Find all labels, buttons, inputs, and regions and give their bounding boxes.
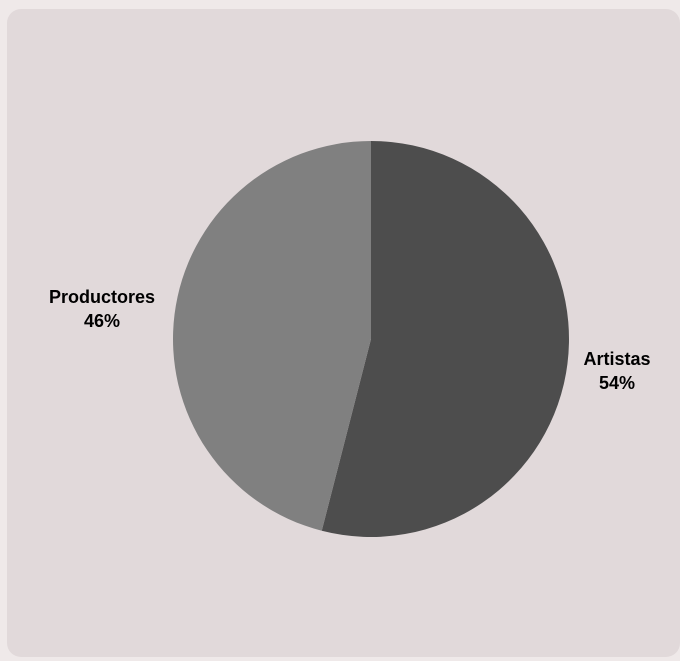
- slice-label-productores-name: Productores: [49, 287, 155, 307]
- pie-labels: Artistas 54% Productores 46%: [49, 287, 651, 393]
- pie-slices: [172, 141, 569, 537]
- slice-label-artistas-value: 54%: [599, 373, 635, 393]
- slice-label-productores-value: 46%: [84, 311, 120, 331]
- pie-slice-productores: [172, 141, 371, 531]
- pie-slice-artistas: [321, 141, 569, 537]
- slice-label-artistas-name: Artistas: [583, 349, 650, 369]
